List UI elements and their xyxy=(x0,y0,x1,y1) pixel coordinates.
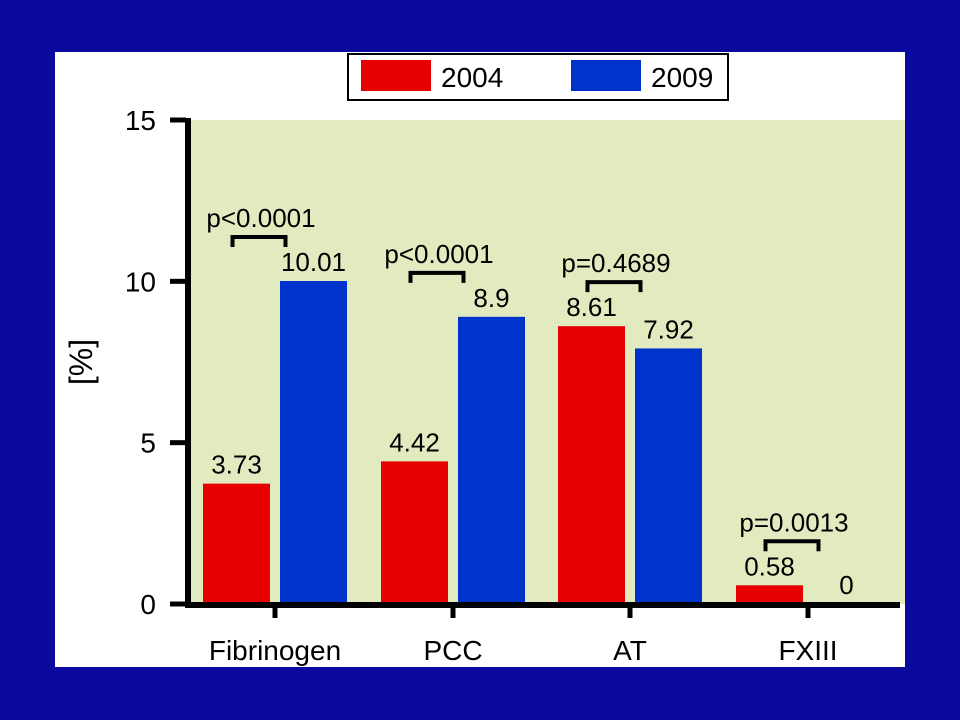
x-tick-label-pcc: PCC xyxy=(423,635,482,666)
data-label-fibrinogen-2009: 10.01 xyxy=(281,247,346,277)
y-tick-label: 10 xyxy=(125,266,156,297)
significance-bracket xyxy=(763,539,821,552)
p-value-label-fibrinogen: p<0.0001 xyxy=(206,203,315,233)
data-label-fibrinogen-2004: 3.73 xyxy=(211,450,262,480)
y-tick-mark xyxy=(170,601,186,607)
data-label-at-2009: 7.92 xyxy=(643,314,694,344)
significance-bracket xyxy=(408,270,466,283)
y-tick-label: 0 xyxy=(140,589,156,620)
x-tick-label-fxiii: FXIII xyxy=(778,635,837,666)
data-label-fxiii-2009: 0 xyxy=(839,570,853,600)
x-tick-mark xyxy=(450,604,456,618)
data-label-at-2004: 8.61 xyxy=(566,292,617,322)
x-tick-mark xyxy=(272,604,278,618)
legend-swatch-2004 xyxy=(361,60,431,91)
legend-label-2009: 2009 xyxy=(651,62,713,93)
bar-fibrinogen-2009 xyxy=(280,281,347,604)
legend-swatch-2009 xyxy=(571,60,641,91)
bar-pcc-2009 xyxy=(458,316,525,604)
y-axis-label: [%] xyxy=(63,339,99,385)
data-label-fxiii-2004: 0.58 xyxy=(744,551,795,581)
chart-panel: Fibrinogen PCC AT FXIII 0 5 10 15 3.73 10.01 p<0.… xyxy=(55,52,905,667)
bar-at-2009 xyxy=(635,348,702,604)
y-tick-label: 15 xyxy=(125,105,156,136)
bar-fxiii-2004 xyxy=(736,585,803,604)
x-tick-mark xyxy=(627,604,633,618)
bar-pcc-2004 xyxy=(381,461,448,604)
bar-fibrinogen-2004 xyxy=(203,483,270,604)
y-tick-mark xyxy=(170,117,186,123)
x-tick-mark xyxy=(805,604,811,618)
x-tick-label-fibrinogen: Fibrinogen xyxy=(209,635,341,666)
legend-label-2004: 2004 xyxy=(441,62,503,93)
p-value-label-pcc: p<0.0001 xyxy=(384,239,493,269)
data-label-pcc-2004: 4.42 xyxy=(389,427,440,457)
x-tick-label-at: AT xyxy=(613,635,647,666)
bar-at-2004 xyxy=(558,326,625,604)
y-axis-line xyxy=(185,118,191,606)
significance-bracket xyxy=(230,235,288,248)
p-value-label-at: p=0.4689 xyxy=(561,248,670,278)
p-value-label-fxiii: p=0.0013 xyxy=(739,507,848,537)
y-tick-label: 5 xyxy=(140,428,156,459)
y-tick-mark xyxy=(170,278,186,284)
legend: 2004 2009 xyxy=(347,53,729,101)
x-axis-line xyxy=(185,602,900,608)
data-label-pcc-2009: 8.9 xyxy=(473,283,509,313)
y-tick-mark xyxy=(170,440,186,446)
significance-bracket xyxy=(585,280,643,293)
bar-chart: Fibrinogen PCC AT FXIII 0 5 10 15 3.73 10.01 p<0.… xyxy=(63,53,905,666)
